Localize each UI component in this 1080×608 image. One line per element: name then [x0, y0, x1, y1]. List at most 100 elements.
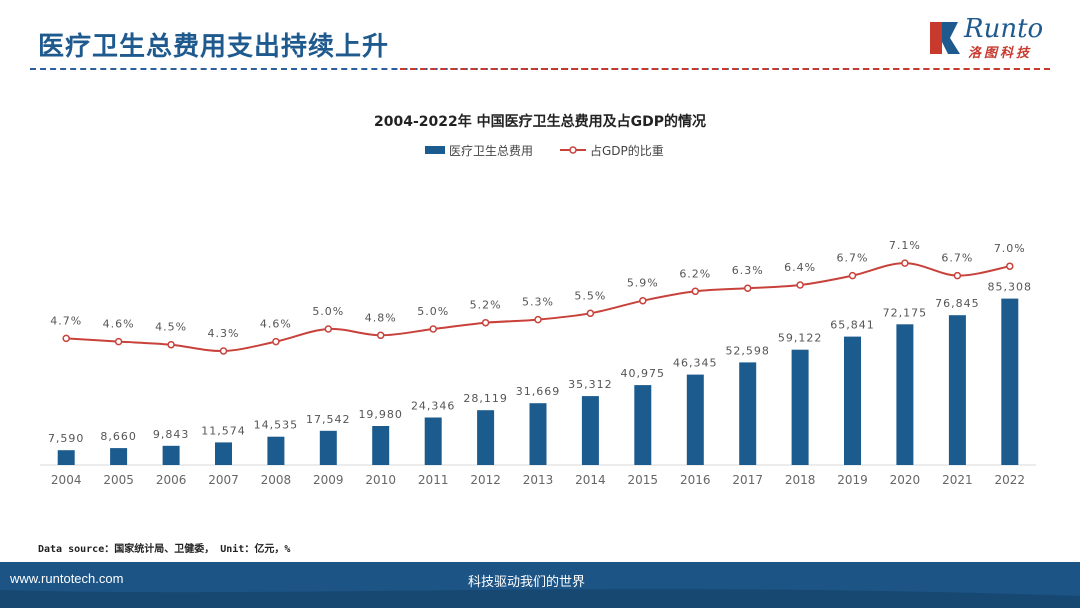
line-label-2016: 6.2%	[679, 267, 711, 280]
bar-label-2021: 76,845	[935, 297, 980, 310]
line-point-2015	[639, 296, 647, 305]
line-label-2019: 6.7%	[837, 252, 869, 265]
bar-label-2008: 14,535	[254, 419, 299, 432]
bar-label-2014: 35,312	[568, 378, 613, 391]
bar-2020	[896, 324, 914, 465]
line-data-labels: 4.7% 4.6% 4.5% 4.3% 4.6% 5.0% 4.8% 5.0% 5.2% 5.3%…	[50, 239, 1026, 340]
x-tick-2018: 2018	[785, 473, 816, 487]
bar-label-2005: 8,660	[100, 430, 137, 443]
line-point-2012	[481, 318, 490, 327]
bar-data-labels: 7,590 8,660 9,843 11,574 14,535 17,542 19,980 2…	[48, 281, 1033, 446]
bar-label-2004: 7,590	[48, 432, 85, 445]
bar-label-2022: 85,308	[988, 281, 1033, 294]
bar-label-2015: 40,975	[621, 367, 666, 380]
line-point-2021	[953, 271, 962, 280]
bar-2015	[634, 385, 652, 465]
x-tick-2013: 2013	[523, 473, 554, 487]
x-tick-2017: 2017	[732, 473, 763, 487]
footer-website-link[interactable]: www.runtotech.com	[10, 571, 124, 586]
legend-line-marker	[569, 146, 577, 154]
x-tick-2006: 2006	[156, 473, 187, 487]
line-label-2022: 7.0%	[994, 242, 1026, 255]
line-label-2018: 6.4%	[784, 261, 816, 274]
bar-label-2007: 11,574	[201, 424, 246, 437]
line-label-2020: 7.1%	[889, 239, 921, 252]
bar-2010	[372, 426, 390, 465]
line-label-2021: 6.7%	[941, 252, 973, 265]
bar-2004	[57, 450, 75, 465]
runto-logo-icon	[930, 22, 960, 54]
line-label-2005: 4.6%	[103, 318, 135, 331]
x-tick-2019: 2019	[837, 473, 868, 487]
bar-2017	[739, 362, 757, 465]
line-label-2011: 5.0%	[417, 305, 449, 318]
line-point-2017	[743, 284, 752, 292]
line-point-2019	[848, 271, 857, 280]
line-point-2004	[62, 334, 70, 343]
line-label-2004: 4.7%	[50, 314, 82, 327]
x-tick-2004: 2004	[51, 473, 82, 487]
line-label-2008: 4.6%	[260, 318, 292, 331]
bar-2018	[791, 349, 809, 465]
bar-2016	[686, 374, 704, 465]
bar-label-2019: 65,841	[830, 319, 875, 332]
bar-label-2017: 52,598	[725, 344, 770, 357]
line-point-2010	[376, 331, 385, 340]
x-tick-2012: 2012	[470, 473, 501, 487]
bar-2008	[267, 436, 285, 465]
x-tick-2015: 2015	[628, 473, 659, 487]
legend-bar-swatch	[425, 146, 445, 154]
line-label-2017: 6.3%	[732, 264, 764, 277]
bar-label-2011: 24,346	[411, 400, 456, 413]
bar-series	[57, 298, 1019, 465]
legend: 医疗卫生总费用 占GDP的比重	[425, 143, 664, 158]
bar-label-2020: 72,175	[883, 306, 928, 319]
bar-label-2012: 28,119	[463, 392, 508, 405]
line-markers	[62, 259, 1014, 355]
bar-label-2016: 46,345	[673, 357, 718, 370]
bar-label-2009: 17,542	[306, 413, 351, 426]
footer-wave-decoration	[0, 562, 1080, 608]
x-tick-2010: 2010	[365, 473, 396, 487]
line-label-2006: 4.5%	[155, 321, 187, 334]
bar-2005	[110, 448, 128, 465]
line-label-2014: 5.5%	[574, 289, 606, 302]
x-tick-2011: 2011	[418, 473, 449, 487]
line-point-2013	[534, 315, 542, 324]
bar-2022	[1001, 298, 1019, 465]
x-tick-labels: 2004 2005 2006 2007 2008 2009 2010 2011 2012 2013…	[51, 473, 1025, 487]
x-tick-2009: 2009	[313, 473, 344, 487]
bar-2012	[477, 410, 495, 465]
x-tick-2022: 2022	[995, 473, 1026, 487]
legend-line-label: 占GDP的比重	[590, 143, 664, 158]
line-label-2010: 4.8%	[365, 311, 397, 324]
bar-2006	[162, 445, 180, 465]
x-tick-2014: 2014	[575, 473, 606, 487]
x-tick-2021: 2021	[942, 473, 973, 487]
line-point-2014	[586, 309, 595, 318]
bar-2013	[529, 403, 547, 465]
bar-label-2018: 59,122	[778, 332, 823, 345]
data-source-note: Data source：国家统计局、卫健委， Unit：亿元，%	[38, 544, 291, 555]
logo-wordmark: Runto	[964, 14, 1044, 44]
page-title: 医疗卫生总费用支出持续上升	[38, 32, 390, 62]
line-point-2018	[796, 281, 804, 289]
x-tick-2020: 2020	[890, 473, 921, 487]
bar-2019	[844, 336, 861, 465]
bar-2014	[581, 396, 599, 465]
line-label-2012: 5.2%	[470, 299, 502, 312]
logo-subtitle: 洛图科技	[968, 46, 1033, 61]
line-label-2013: 5.3%	[522, 296, 554, 309]
line-point-2020	[901, 259, 909, 267]
x-tick-2007: 2007	[208, 473, 239, 487]
line-point-2005	[114, 337, 123, 346]
x-tick-2008: 2008	[261, 473, 292, 487]
line-label-2007: 4.3%	[208, 327, 240, 340]
line-point-2006	[167, 340, 175, 349]
line-point-2011	[429, 325, 437, 333]
bar-2021	[948, 315, 966, 465]
legend-bar-label: 医疗卫生总费用	[449, 144, 533, 158]
line-point-2008	[272, 337, 280, 346]
bar-2009	[319, 430, 337, 465]
line-point-2009	[324, 325, 333, 333]
